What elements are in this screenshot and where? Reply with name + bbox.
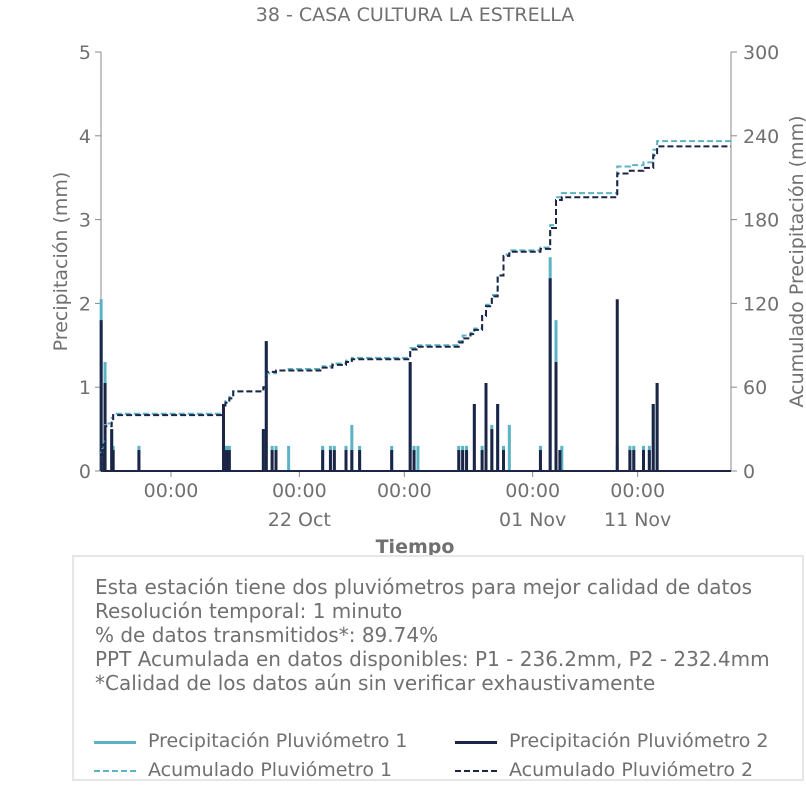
info-line-accumulated: PPT Acumulada en datos disponibles: P1 -…	[95, 647, 770, 671]
legend-swatch-acum-p1	[94, 770, 136, 772]
legend-swatch-p1	[94, 741, 136, 744]
y-tick-label: 5	[79, 42, 91, 64]
y-right-tick-label: 60	[743, 377, 767, 399]
y-right-tick-label: 180	[743, 210, 779, 232]
legend-label-p2: Precipitación Pluviómetro 2	[509, 730, 769, 752]
y-axis-label: Precipitación (mm)	[50, 172, 72, 352]
info-box: Esta estación tiene dos pluviómetros par…	[72, 555, 804, 781]
info-line-stations: Esta estación tiene dos pluviómetros par…	[95, 575, 753, 599]
legend-label-acum-p1: Acumulado Pluviómetro 1	[148, 759, 393, 781]
legend-label-acum-p2: Acumulado Pluviómetro 2	[509, 759, 754, 781]
y-tick-label: 0	[79, 461, 91, 483]
y-right-tick-label: 300	[743, 42, 779, 64]
info-line-quality-note: *Calidad de los datos aún sin verificar …	[95, 671, 656, 695]
y-right-tick-label: 0	[743, 461, 755, 483]
legend-label-p1: Precipitación Pluviómetro 1	[148, 730, 408, 752]
x-axis-label: Tiempo	[376, 536, 455, 556]
y-right-tick-label: 240	[743, 126, 779, 148]
info-line-transmitted: % de datos transmitidos*: 89.74%	[95, 623, 439, 647]
info-line-resolution: Resolución temporal: 1 minuto	[95, 599, 403, 623]
y-tick-label: 3	[79, 210, 91, 232]
y-right-tick-label: 120	[743, 293, 779, 315]
x-tick-label: 00:00	[272, 480, 327, 502]
x-tick-label: 00:00	[610, 480, 665, 502]
x-date-label: 11 Nov	[604, 509, 671, 531]
y-tick-label: 1	[79, 377, 91, 399]
legend-swatch-p2	[455, 741, 497, 744]
x-tick-label: 00:00	[377, 480, 432, 502]
y-tick-label: 2	[79, 293, 91, 315]
x-date-label: 22 Oct	[268, 509, 331, 531]
x-date-label: 01 Nov	[499, 509, 566, 531]
precipitation-chart: 38 - CASA CULTURA LA ESTRELLA 0 1 2 3 4 5 0 60 12…	[50, 4, 806, 556]
y-right-axis-label: Acumulado Precipitación (mm)	[786, 116, 806, 408]
x-tick-label: 00:00	[505, 480, 560, 502]
legend-swatch-acum-p2	[455, 770, 497, 772]
chart-title: 38 - CASA CULTURA LA ESTRELLA	[256, 4, 575, 26]
accum-line-p1	[100, 140, 731, 472]
accum-line-p2	[100, 145, 731, 472]
y-tick-label: 4	[79, 126, 91, 148]
x-tick-label: 00:00	[144, 480, 199, 502]
